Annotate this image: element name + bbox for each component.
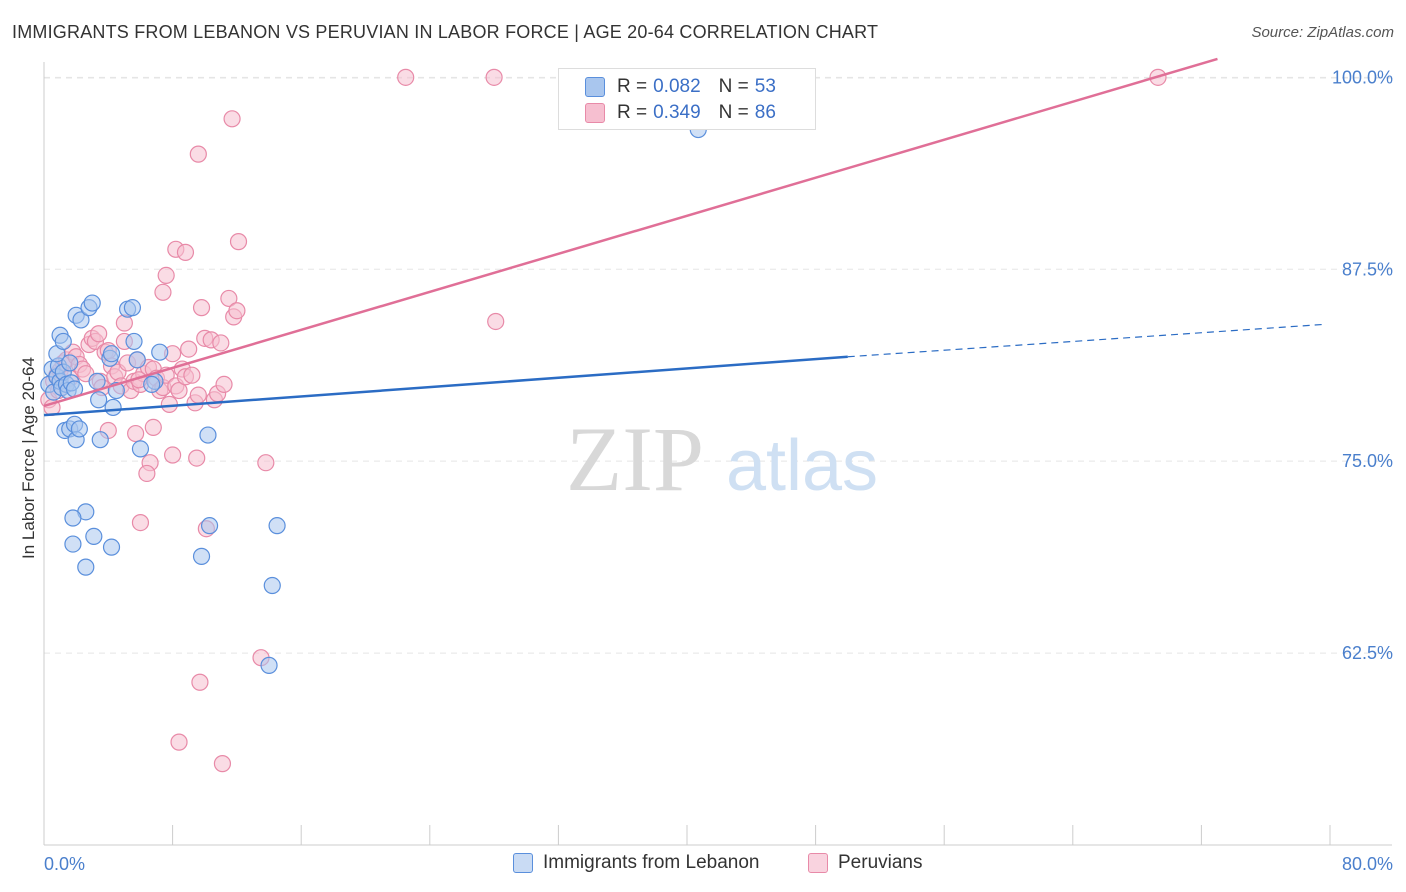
- series-legend: Immigrants from Lebanon Peruvians: [0, 852, 1406, 878]
- point-lebanon: [260, 656, 278, 674]
- point-lebanon: [104, 398, 122, 417]
- legend-r-label: R =: [617, 76, 648, 97]
- legend-swatch-peruvians: [808, 853, 828, 873]
- point-lebanon: [85, 527, 103, 546]
- point-lebanon: [128, 351, 146, 369]
- point-peruvian: [192, 299, 211, 317]
- point-lebanon: [192, 547, 211, 565]
- point-lebanon: [125, 332, 143, 351]
- watermark-atlas: atlas: [726, 426, 878, 506]
- point-peruvian: [154, 283, 172, 301]
- trendline-peruvians: [43, 57, 1218, 408]
- point-peruvian: [189, 386, 207, 404]
- y-tick-label: 100.0%: [1332, 67, 1393, 87]
- point-peruvian: [487, 312, 505, 331]
- chart-source: Source: ZipAtlas.com: [1251, 24, 1394, 41]
- point-peruvian: [176, 243, 195, 261]
- point-peruvian: [138, 464, 156, 483]
- legend-n-label: N =: [718, 102, 749, 123]
- legend-r-value: 0.349: [653, 102, 701, 123]
- trendline-lebanon: [43, 355, 848, 417]
- legend-n-value: 86: [754, 102, 776, 123]
- point-peruvian: [257, 454, 275, 472]
- point-lebanon: [90, 391, 108, 409]
- point-lebanon: [102, 538, 121, 556]
- point-peruvian: [485, 68, 503, 86]
- legend-n-label: N =: [718, 76, 749, 97]
- point-peruvian: [180, 340, 198, 358]
- chart-title: IMMIGRANTS FROM LEBANON VS PERUVIAN IN L…: [12, 22, 879, 42]
- point-peruvian: [170, 733, 188, 751]
- legend-label-lebanon: Immigrants from Lebanon: [543, 852, 760, 873]
- point-peruvian: [170, 381, 188, 400]
- point-lebanon: [91, 431, 109, 449]
- point-lebanon: [123, 299, 142, 317]
- series-lebanon: [40, 120, 707, 674]
- point-lebanon: [61, 354, 79, 372]
- tick-labels: 62.5% 75.0% 87.5% 100.0% 0.0% 80.0%: [44, 67, 1393, 874]
- legend-r-value: 0.082: [653, 76, 701, 97]
- point-lebanon: [102, 345, 121, 363]
- point-peruvian: [213, 755, 232, 773]
- point-lebanon: [70, 420, 88, 438]
- y-axis-label: In Labor Force | Age 20-64: [19, 357, 38, 559]
- x-tick-label: 0.0%: [44, 854, 85, 874]
- legend-label-peruvians: Peruvians: [838, 852, 923, 873]
- watermark-zip: ZIP: [566, 408, 704, 510]
- y-tick-label: 87.5%: [1342, 259, 1393, 279]
- axes: [43, 62, 1392, 846]
- point-peruvian: [131, 513, 150, 532]
- point-peruvian: [215, 375, 233, 394]
- point-peruvian: [220, 289, 238, 308]
- point-lebanon: [64, 509, 82, 527]
- point-peruvian: [144, 418, 162, 436]
- legend-swatch-lebanon: [513, 853, 533, 873]
- point-peruvian: [189, 145, 207, 163]
- legend-r-label: R =: [617, 102, 648, 123]
- point-peruvian: [397, 68, 415, 86]
- legend-swatch-lebanon: [585, 77, 605, 97]
- point-peruvian: [127, 424, 145, 443]
- point-lebanon: [83, 294, 101, 312]
- point-peruvian: [157, 266, 175, 285]
- watermark: ZIP atlas: [566, 408, 878, 510]
- point-lebanon: [151, 343, 169, 361]
- legend-row-lebanon: R = 0.082 N = 53: [585, 75, 776, 99]
- y-tick-label: 75.0%: [1342, 451, 1393, 471]
- point-peruvian: [188, 449, 206, 467]
- point-peruvian: [90, 325, 108, 343]
- point-lebanon: [64, 535, 82, 553]
- point-lebanon: [199, 426, 217, 444]
- point-peruvian: [212, 334, 230, 352]
- point-lebanon: [54, 332, 72, 351]
- point-lebanon: [72, 311, 90, 329]
- legend-item-lebanon[interactable]: Immigrants from Lebanon: [513, 852, 760, 874]
- point-peruvian: [228, 302, 246, 320]
- point-lebanon: [131, 440, 150, 458]
- legend-item-peruvians[interactable]: Peruvians: [808, 852, 923, 874]
- stats-legend: R = 0.082 N = 53 R = 0.349 N = 86: [558, 68, 816, 130]
- point-peruvian: [164, 446, 182, 464]
- legend-n-value: 53: [754, 76, 776, 97]
- point-lebanon: [263, 576, 281, 595]
- legend-swatch-peruvians: [585, 103, 605, 123]
- point-peruvian: [223, 110, 241, 128]
- trendlines: [43, 57, 1323, 417]
- point-peruvian: [191, 673, 209, 691]
- point-peruvian: [183, 366, 201, 384]
- point-lebanon: [200, 517, 219, 535]
- point-lebanon: [77, 558, 95, 576]
- point-lebanon: [143, 375, 161, 394]
- trendline-lebanon-projection: [847, 323, 1323, 358]
- point-lebanon: [88, 372, 106, 390]
- x-tick-label: 80.0%: [1342, 854, 1393, 874]
- point-lebanon: [268, 517, 286, 535]
- y-tick-label: 62.5%: [1342, 643, 1393, 663]
- point-peruvian: [229, 233, 248, 251]
- legend-row-peruvians: R = 0.349 N = 86: [585, 101, 776, 125]
